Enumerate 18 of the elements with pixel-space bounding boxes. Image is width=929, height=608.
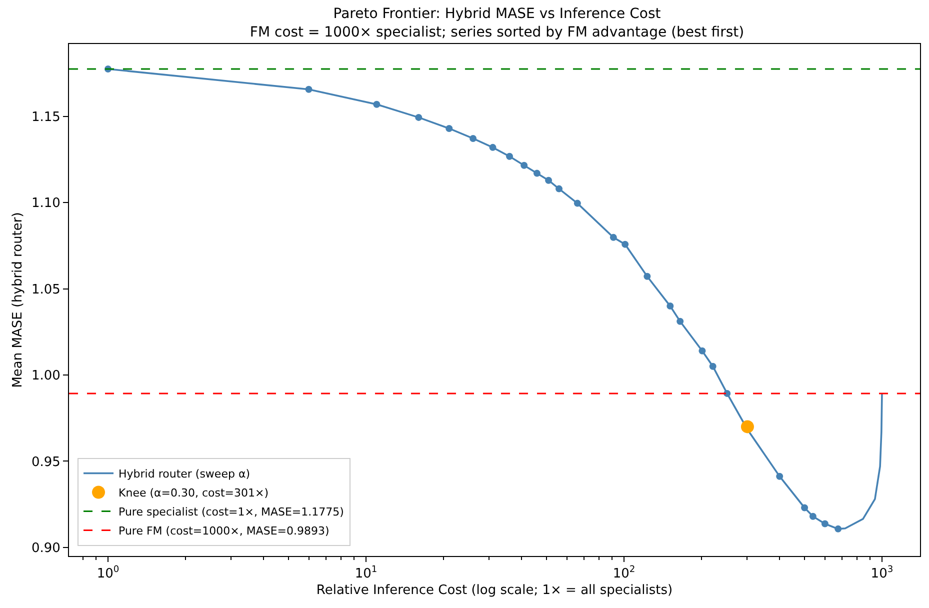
legend-label: Knee (α=0.30, cost=301×)	[118, 486, 269, 500]
y-tick-label: 0.90	[31, 540, 60, 556]
chart-subtitle: FM cost = 1000× specialist; series sorted by FM advantage (best first)	[250, 24, 744, 40]
y-tick-label: 1.00	[31, 368, 60, 384]
y-axis-title: Mean MASE (hybrid router)	[10, 212, 26, 388]
x-axis-title: Relative Inference Cost (log scale; 1× = all specialists)	[316, 583, 673, 598]
legend-label: Pure specialist (cost=1×, MASE=1.1775)	[118, 506, 344, 519]
chart-title: Pareto Frontier: Hybrid MASE vs Inference Cost	[333, 6, 662, 22]
x-tick-label: 10$^{3}$	[870, 565, 894, 582]
legend-label: Hybrid router (sweep α)	[118, 468, 250, 481]
x-tick-label: 10$^{1}$	[354, 565, 378, 582]
x-tick-label: 10$^{0}$	[96, 565, 120, 582]
x-tick-label: 10$^{2}$	[612, 565, 636, 582]
y-tick-label: 1.05	[31, 282, 60, 298]
y-tick-label: 1.10	[31, 196, 60, 212]
y-tick-label: 0.95	[31, 454, 60, 470]
y-tick-label: 1.15	[31, 110, 60, 125]
legend-label: Pure FM (cost=1000×, MASE=0.9893)	[118, 524, 330, 538]
